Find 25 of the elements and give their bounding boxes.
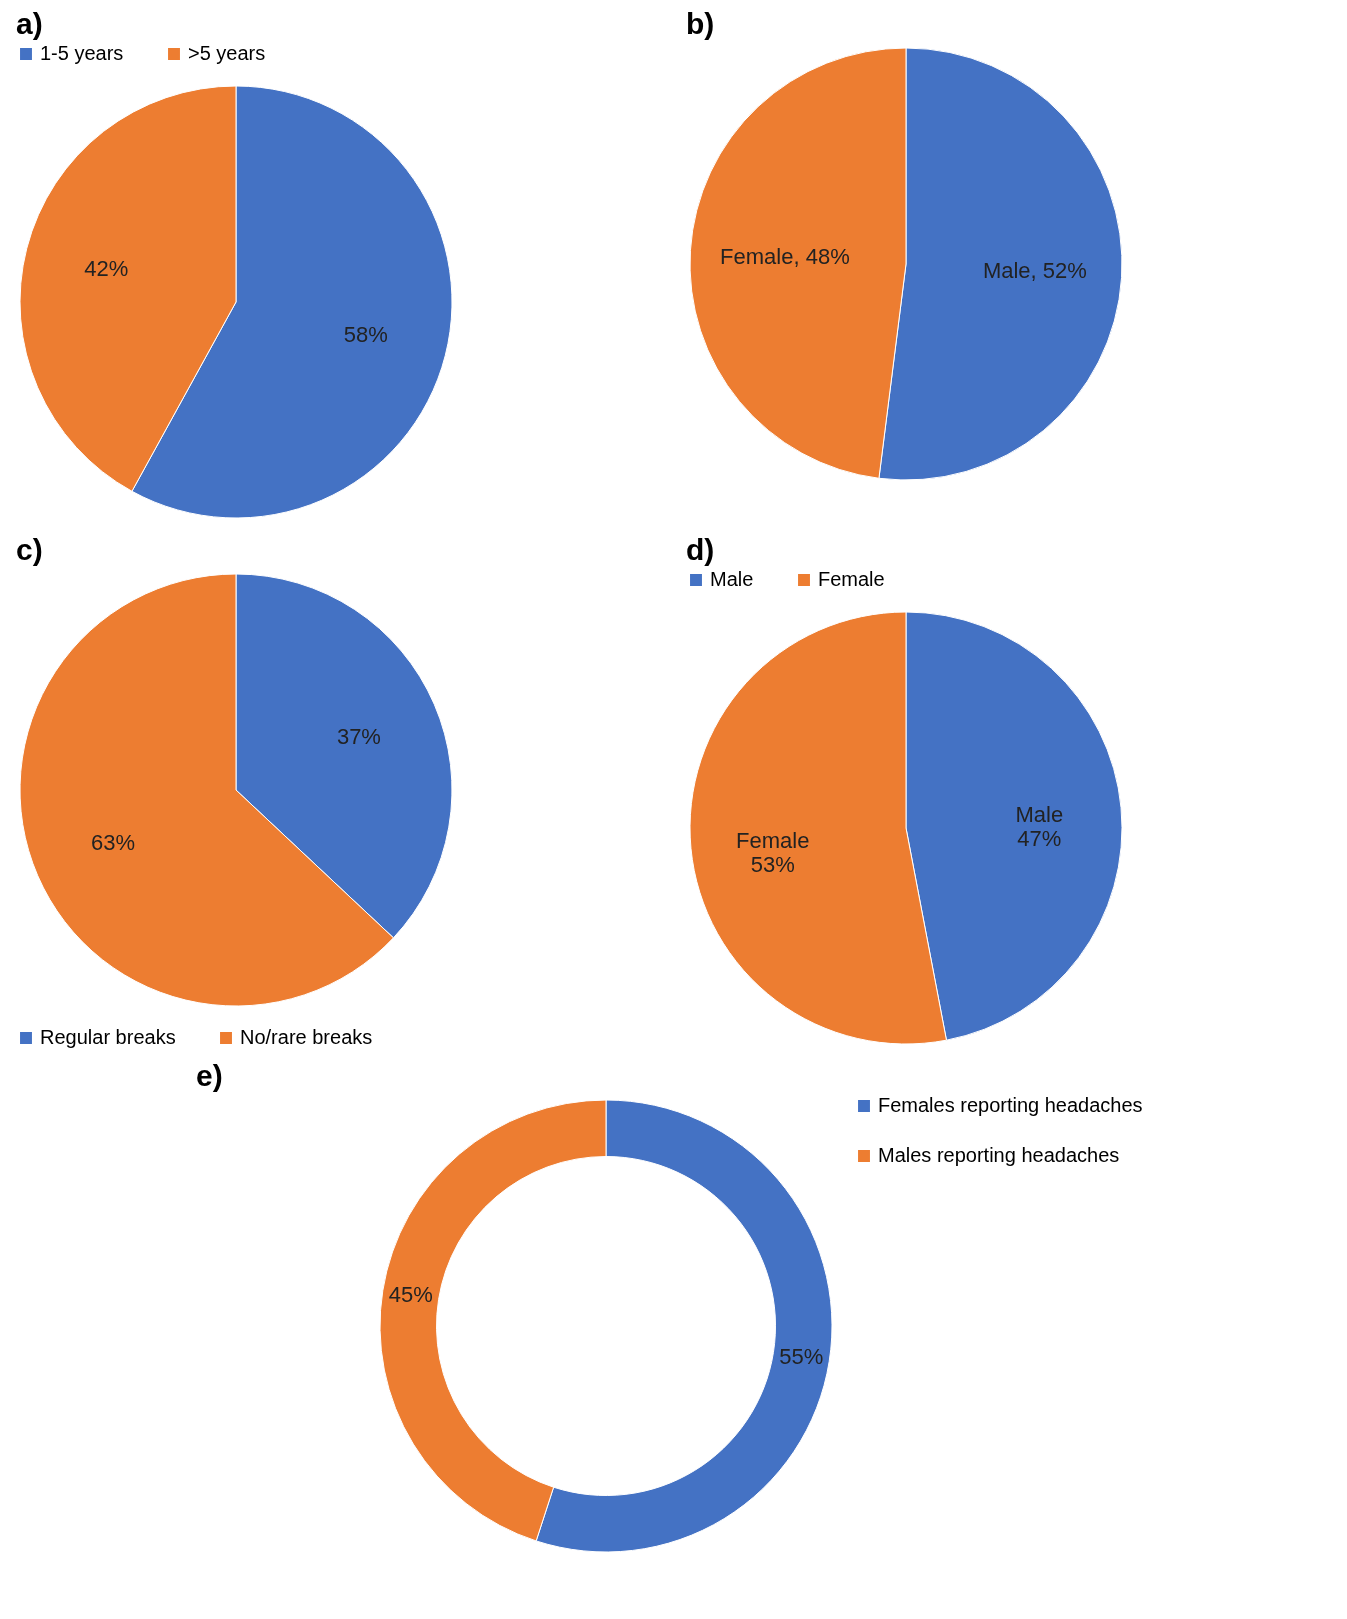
legend-label: No/rare breaks (240, 1026, 373, 1048)
data-label: , 52% (1030, 258, 1087, 284)
chart-title: e) (196, 1059, 223, 1092)
data-label: 58% (343, 322, 388, 348)
legend-label: Female (818, 568, 885, 590)
legend-label: Male (710, 568, 754, 590)
legend-label: Males reporting headaches (878, 1144, 1120, 1166)
slice-label: Female (720, 243, 794, 269)
data-label: 63% (91, 830, 136, 856)
legend-label: Regular breaks (40, 1026, 176, 1048)
data-label: , 48% (793, 243, 850, 269)
chart-title: c) (16, 533, 43, 566)
data-label: Male 47% (1015, 802, 1064, 852)
chart-title: d) (686, 533, 715, 566)
data-label: 55% (779, 1343, 824, 1369)
data-label: 42% (84, 255, 129, 281)
legend-label: 1-5 years (40, 42, 124, 64)
slice-label: Male (982, 258, 1031, 284)
data-label: 37% (336, 723, 381, 749)
chart-title: a) (16, 7, 43, 40)
data-label: Female 53% (735, 827, 810, 877)
legend-label: >5 years (188, 42, 266, 64)
legend-label: Females reporting headaches (878, 1094, 1143, 1116)
data-label: 45% (388, 1282, 433, 1308)
chart-title: b) (686, 7, 715, 40)
